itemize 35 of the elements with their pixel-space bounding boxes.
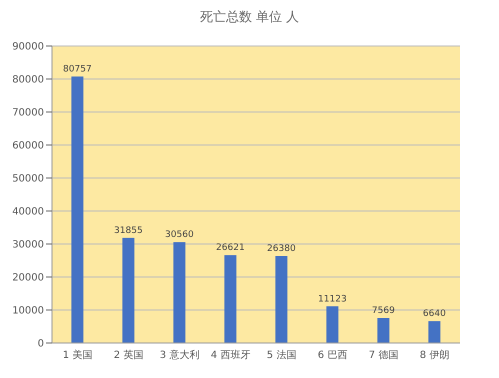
y-tick-label: 0 <box>38 338 44 350</box>
x-tick-label: 7 德国 <box>368 350 398 362</box>
y-tick-label: 10000 <box>12 306 44 317</box>
y-tick-label: 80000 <box>12 74 44 86</box>
chart-title: 死亡总数 单位 人 <box>198 9 300 26</box>
x-tick-label: 5 法国 <box>266 349 296 362</box>
x-tick-label: 2 英国 <box>114 349 144 362</box>
data-label: 31855 <box>114 226 143 236</box>
bar <box>71 76 84 343</box>
y-tick-label: 20000 <box>12 272 44 284</box>
bar <box>122 238 134 343</box>
bar <box>173 242 186 343</box>
y-tick-label: 60000 <box>12 140 44 152</box>
y-tick-label: 70000 <box>12 108 44 119</box>
bar <box>428 321 440 343</box>
x-tick-label: 6 巴西 <box>318 350 348 362</box>
data-label: 6640 <box>422 309 446 320</box>
data-label: 26621 <box>216 243 245 254</box>
x-tick-label: 1 美国 <box>62 349 92 362</box>
data-label: 26380 <box>267 244 296 254</box>
bar <box>224 255 236 343</box>
data-label: 7569 <box>372 306 396 316</box>
x-tick-label: 4 西班牙 <box>210 349 250 362</box>
bar <box>377 318 390 343</box>
y-tick-label: 90000 <box>12 42 44 53</box>
data-label: 30560 <box>165 230 194 240</box>
bar <box>326 306 338 343</box>
y-tick-label: 40000 <box>12 206 44 218</box>
y-tick-label: 50000 <box>12 174 44 185</box>
data-label: 11123 <box>318 294 347 304</box>
data-label: 80757 <box>63 64 92 74</box>
x-tick-label: 3 意大利 <box>160 349 200 362</box>
x-tick-label: 8 伊朗 <box>420 349 450 362</box>
bar <box>275 256 288 343</box>
y-tick-label: 30000 <box>12 240 44 251</box>
